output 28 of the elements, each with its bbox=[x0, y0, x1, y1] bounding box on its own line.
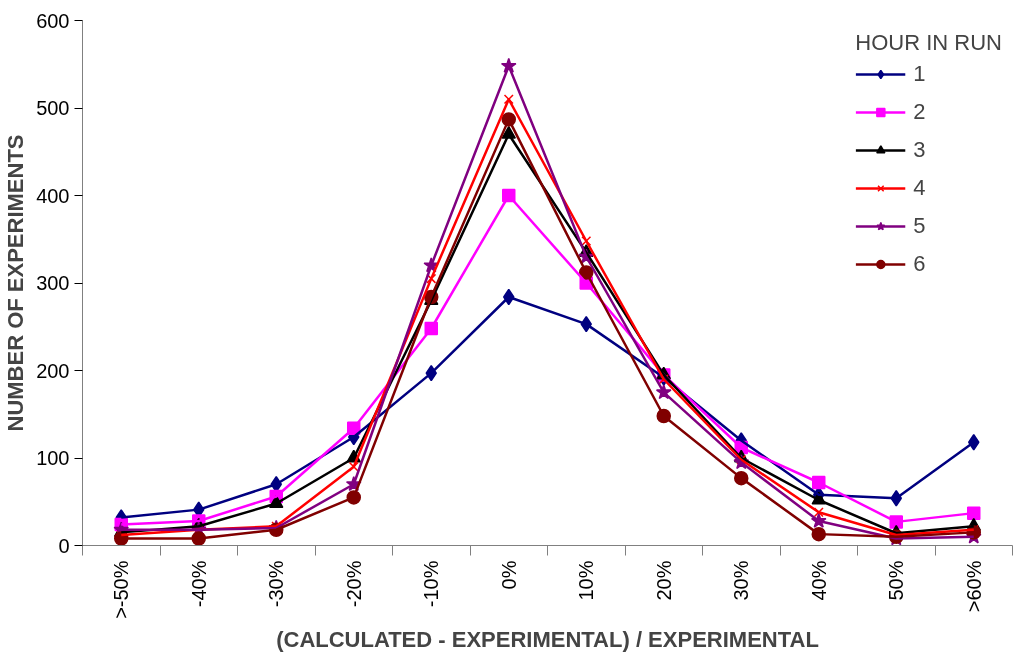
legend-label: 2 bbox=[913, 99, 927, 125]
y-tick-label: 400 bbox=[36, 184, 70, 207]
y-tick-label: 200 bbox=[36, 359, 70, 382]
legend-label: 5 bbox=[913, 213, 927, 239]
x-tick-label: -30% bbox=[265, 560, 288, 608]
x-axis-title: (CALCULATED - EXPERIMENTAL) / EXPERIMENTAL bbox=[276, 626, 819, 652]
legend-label: 6 bbox=[913, 251, 927, 277]
x-tick-label: 30% bbox=[730, 560, 753, 601]
y-tick-label: 500 bbox=[36, 97, 70, 119]
x-tick-label: >-50% bbox=[110, 560, 133, 619]
y-tick-label: 0 bbox=[58, 534, 70, 557]
x-tick-label: -40% bbox=[187, 560, 210, 608]
x-tick-label: 50% bbox=[885, 560, 908, 601]
x-tick-label: 0% bbox=[497, 560, 520, 590]
y-tick-label: 100 bbox=[36, 447, 70, 469]
y-axis-title: NUMBER OF EXPERIMENTS bbox=[3, 134, 29, 432]
y-tick-label: 300 bbox=[36, 272, 70, 294]
legend-title: HOUR IN RUN bbox=[855, 30, 1002, 56]
legend-label: 3 bbox=[913, 137, 927, 163]
legend-label: 4 bbox=[913, 175, 927, 201]
x-tick-label: -10% bbox=[420, 560, 443, 608]
legend-label: 1 bbox=[913, 61, 927, 87]
y-tick-label: 600 bbox=[36, 9, 70, 32]
x-tick-label: >60% bbox=[962, 560, 985, 613]
x-tick-label: 10% bbox=[575, 560, 598, 601]
x-tick-label: 40% bbox=[807, 560, 830, 601]
x-tick-label: 20% bbox=[652, 560, 675, 601]
x-tick-label: -20% bbox=[342, 560, 365, 608]
